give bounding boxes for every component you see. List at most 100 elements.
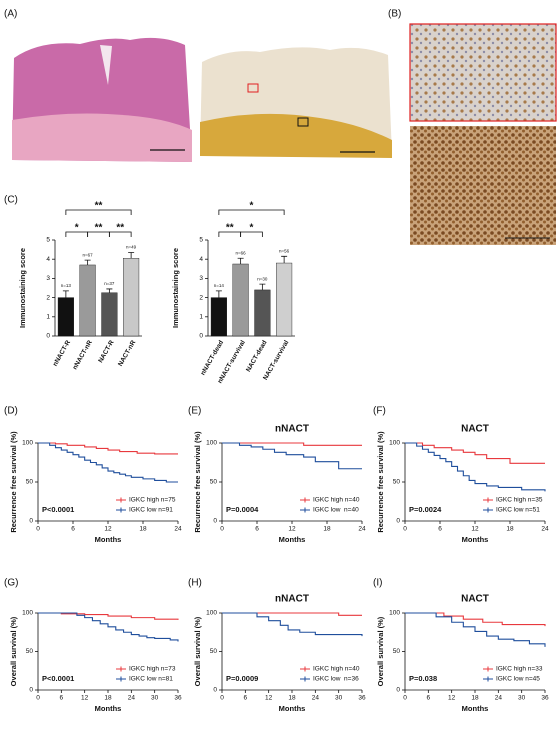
x-tick-label: NACT-R [97,339,115,364]
x-tick-label: 24 [174,526,182,533]
n-label: n=13 [61,283,72,288]
x-tick-label: 18 [288,695,296,702]
x-axis-label: Months [462,535,489,544]
y-tick-label: 100 [206,440,217,447]
significance-bracket [218,209,285,215]
y-tick-label: 0 [213,687,217,694]
legend-label: IGKC high n=33 [496,666,543,673]
x-tick-label: 12 [104,526,112,533]
legend-label: IGKC low n=45 [496,676,540,683]
he-tissue-image [12,37,192,162]
x-tick-label: 6 [255,526,259,533]
p-value: P<0.0001 [42,505,74,514]
legend-label: IGKC low n=81 [129,676,173,683]
chart-title: nNACT [275,594,309,605]
survival-curve [405,612,546,647]
bar [254,289,271,337]
legend-label: IGKC low n=36 [313,676,359,683]
panel-label: (D) [4,406,18,417]
x-tick-label: 6 [71,526,75,533]
y-tick-label: 100 [389,610,400,617]
y-tick-label: 1 [46,314,50,321]
panel-label: (I) [373,578,382,589]
y-tick-label: 0 [396,687,400,694]
significance-label: ** [226,223,234,234]
x-tick-label: 6 [60,695,64,702]
y-tick-label: 1 [199,314,203,321]
survival-curve [222,612,363,637]
p-value: P=0.038 [409,674,437,683]
y-tick-label: 50 [26,648,34,655]
significance-bracket [108,231,132,237]
bar [232,263,249,337]
legend-label: IGKC high n=75 [129,497,176,504]
y-axis-label: Recurrence free survival (%) [193,431,202,533]
legend-label: IGKC high n=40 [313,497,360,504]
significance-label: ** [116,223,124,234]
legend-label: IGKC high n=73 [129,666,176,673]
panel-label: (E) [188,406,201,417]
y-tick-label: 100 [22,440,33,447]
x-tick-label: 24 [128,695,136,702]
y-tick-label: 0 [29,687,33,694]
x-axis-label: Months [462,704,489,713]
x-tick-label: 24 [312,695,320,702]
panel-label: (B) [388,9,401,20]
bar [123,258,140,337]
y-tick-label: 50 [26,479,34,486]
significance-bracket [240,231,263,237]
error-bar [84,259,91,265]
x-tick-label: 12 [265,695,273,702]
y-tick-label: 0 [396,518,400,525]
x-tick-label: 30 [518,695,526,702]
significance-label: ** [95,223,103,234]
survival-curve [38,442,178,483]
legend-swatch [116,507,126,513]
error-bar [281,255,288,264]
n-label: n=56 [279,249,290,254]
n-label: n=67 [83,252,94,257]
x-tick-label: NACT-dead [245,339,269,373]
panel-label: (F) [373,406,386,417]
x-tick-label: 30 [151,695,159,702]
x-tick-label: nNACT-nR [72,339,94,371]
x-tick-label: 12 [81,695,89,702]
micrograph-high [409,23,557,122]
legend-label: IGKC low n=51 [496,507,540,514]
x-tick-label: 12 [288,526,296,533]
legend-swatch [483,666,493,672]
x-tick-label: 6 [438,526,442,533]
p-value: P=0.0024 [409,505,442,514]
y-tick-label: 0 [213,518,217,525]
significance-label: * [75,223,79,234]
x-axis-label: Months [279,535,306,544]
survival-curve [222,442,362,470]
survival-curve [222,612,362,616]
panel-label: (H) [188,578,202,589]
x-tick-label: 12 [448,695,456,702]
survival-curve [38,442,178,455]
error-bar [259,283,266,290]
x-tick-label: 36 [358,695,366,702]
significance-label: ** [95,201,103,212]
legend-label: IGKC low n=91 [129,507,173,514]
x-tick-label: nNACT-dead [200,339,226,376]
legend-label: IGKC high n=40 [313,666,360,673]
x-tick-label: 0 [220,695,224,702]
panel-label: (A) [4,9,17,20]
y-axis-label: Immunostaining score [18,248,27,328]
p-value: P=0.0004 [226,505,259,514]
x-tick-label: 0 [36,526,40,533]
x-tick-label: 0 [220,526,224,533]
y-tick-label: 50 [210,648,218,655]
y-tick-label: 2 [199,294,203,301]
bar [101,292,118,337]
y-tick-label: 3 [46,275,50,282]
y-tick-label: 100 [389,440,400,447]
y-axis-label: Overall survival (%) [376,616,385,686]
x-tick-label: 36 [174,695,182,702]
x-tick-label: 18 [506,526,514,533]
y-tick-label: 100 [22,610,33,617]
y-tick-label: 100 [206,610,217,617]
